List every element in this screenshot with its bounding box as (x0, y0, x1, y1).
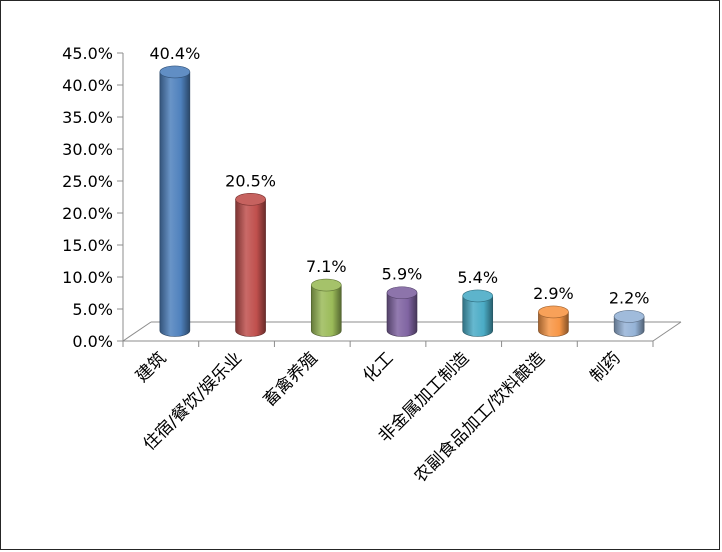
bar-body (462, 295, 494, 337)
y-tick-label: 25.0% (62, 172, 113, 191)
data-label: 2.9% (533, 284, 574, 303)
bar-top (613, 310, 645, 323)
data-label: 5.4% (457, 268, 498, 287)
y-tick-label: 0.0% (72, 332, 113, 351)
data-label: 20.5% (225, 171, 276, 190)
y-tick-label: 5.0% (72, 300, 113, 319)
category-label: 制药 (586, 348, 624, 386)
category-label: 化工 (359, 348, 397, 386)
bar-body (538, 311, 569, 337)
bar (462, 289, 494, 337)
y-tick-label: 35.0% (62, 108, 113, 127)
bar-top (386, 286, 418, 300)
bar-top (462, 289, 494, 303)
y-tick-label: 40.0% (62, 76, 113, 95)
data-label: 5.9% (382, 265, 423, 284)
chart-bars (159, 65, 645, 337)
bar-top (235, 193, 266, 206)
data-label: 2.2% (609, 288, 650, 307)
bar-body (159, 71, 191, 337)
bar-body (235, 199, 266, 337)
y-tick-label: 20.0% (62, 204, 113, 223)
floor-left-edge (122, 321, 152, 342)
category-label: 建筑 (132, 348, 170, 386)
y-tick-label: 10.0% (62, 268, 113, 287)
bar (310, 278, 342, 337)
bar-body (386, 292, 418, 337)
bar (235, 193, 266, 337)
data-label: 40.4% (149, 44, 200, 63)
bar-top (538, 305, 569, 319)
bar (538, 305, 569, 337)
bar (386, 286, 418, 337)
y-tick-label: 30.0% (62, 140, 113, 159)
category-label: 畜禽养殖 (260, 348, 322, 410)
bar (159, 65, 191, 337)
y-tick-label: 45.0% (62, 44, 113, 63)
bar-body (310, 284, 342, 337)
bar-top (159, 65, 191, 79)
y-tick-label: 15.0% (62, 236, 113, 255)
data-label: 7.1% (306, 257, 347, 276)
floor-right-edge (652, 321, 682, 342)
chart-axes: 0.0% 5.0% 10.0% 15.0% 20.0% 25.0% 30.0% 35.0% 40… (62, 44, 682, 351)
chart-labels: 40.4%建筑20.5%住宿/餐饮/娱乐业7.1%畜禽养殖5.9%化工5.4%非… (132, 44, 649, 487)
category-label: 农副食品加工/饮料酿造 (411, 348, 549, 486)
bar (613, 310, 645, 337)
bar-top (310, 278, 342, 292)
